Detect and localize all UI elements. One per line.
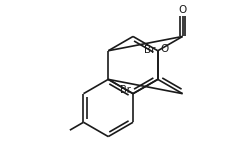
Text: Br: Br bbox=[144, 45, 155, 55]
Text: O: O bbox=[178, 5, 187, 15]
Text: Br: Br bbox=[120, 85, 131, 95]
Text: O: O bbox=[160, 44, 168, 54]
